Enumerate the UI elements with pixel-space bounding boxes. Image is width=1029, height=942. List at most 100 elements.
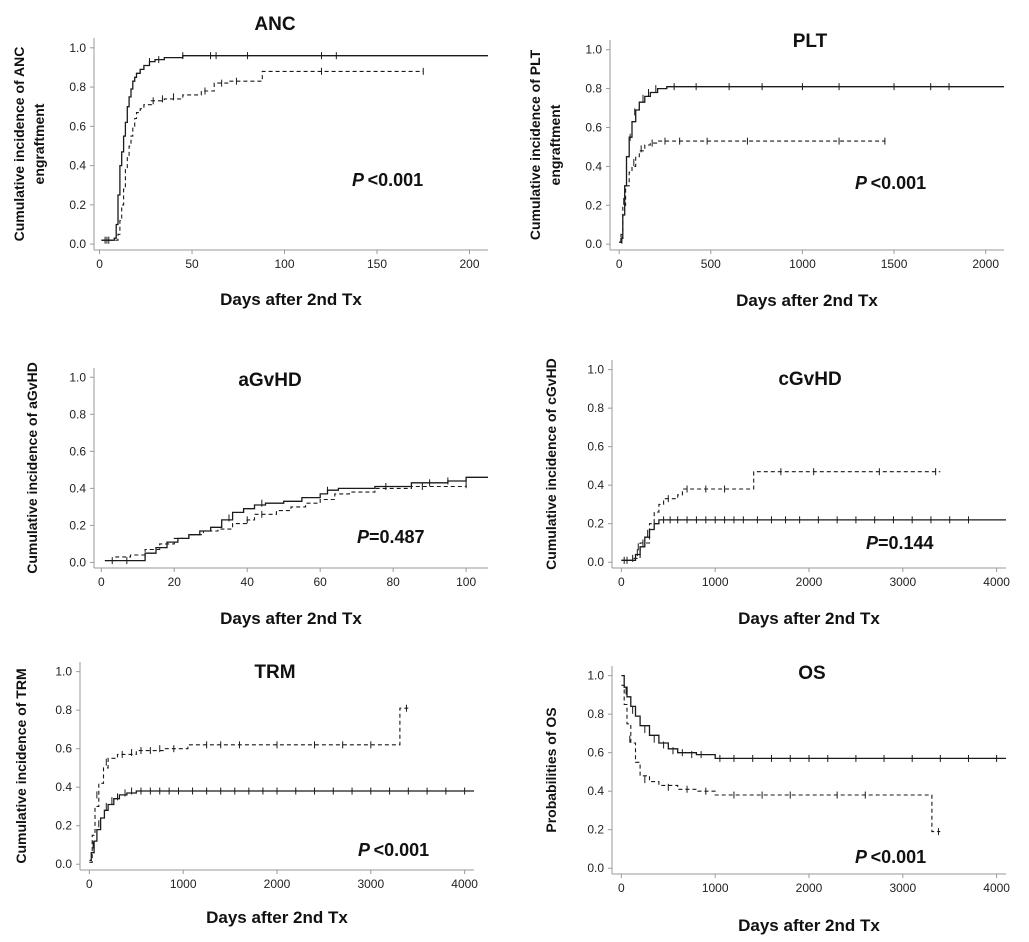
y-tick-label: 0.2	[587, 823, 604, 837]
y-tick-label: 1.0	[587, 669, 604, 683]
series-dashed-line	[89, 707, 409, 863]
p-value: P=0.144	[866, 533, 934, 553]
y-tick-label: 0.0	[587, 555, 604, 569]
chart-title: aGvHD	[238, 370, 301, 391]
y-tick-label: 0.0	[55, 857, 72, 871]
chart-title: OS	[798, 663, 825, 684]
panel-trm: 0 1000 2000 3000 4000 0.0 0.2 0.4 0.6 0.8 1.0 TRM Da…	[13, 662, 478, 927]
y-tick-label: 0.6	[587, 440, 604, 454]
x-tick-label: 3000	[357, 877, 384, 891]
x-tick-label: 0	[618, 575, 625, 589]
y-axis-label: engraftment	[547, 104, 563, 185]
p-value-symbol: P	[855, 847, 868, 867]
x-axis-label: Days after 2nd Tx	[206, 908, 348, 927]
y-tick-label: 0.8	[587, 401, 604, 415]
y-tick-label: 0.4	[69, 481, 86, 495]
x-tick-label: 0	[618, 881, 625, 895]
p-value: P <0.001	[855, 847, 926, 867]
y-axis-label: Cumulative incidence of TRM	[13, 668, 29, 863]
x-tick-label: 50	[185, 257, 199, 271]
y-tick-label: 0.4	[55, 780, 72, 794]
chart-title: PLT	[793, 31, 828, 52]
y-axis-label: Cumulative incidence of cGvHD	[543, 358, 559, 570]
panel-anc: 0 50 100 150 200 0.0 0.2 0.4 0.6 0.8 1.0 ANC Days af…	[11, 14, 488, 309]
series-solid-line	[89, 790, 474, 862]
p-value-symbol: P	[866, 533, 879, 553]
y-tick-label: 1.0	[69, 41, 86, 55]
x-tick-label: 1500	[881, 257, 908, 271]
x-tick-label: 4000	[983, 575, 1010, 589]
panel-cgvhd: 0 1000 2000 3000 4000 0.0 0.2 0.4 0.6 0.8 1.0 cGvHD…	[543, 358, 1010, 628]
y-tick-label: 0.0	[585, 237, 602, 251]
y-tick-label: 0.8	[69, 407, 86, 421]
y-tick-label: 0.2	[55, 819, 72, 833]
series-dashed-line	[621, 684, 941, 833]
p-value-text: <0.001	[364, 170, 423, 190]
y-tick-label: 1.0	[585, 43, 602, 57]
chart-title: TRM	[254, 662, 295, 683]
y-tick-label: 0.8	[585, 82, 602, 96]
y-axis-label: Cumulative incidence of aGvHD	[24, 362, 40, 574]
x-tick-label: 4000	[983, 881, 1010, 895]
series-solid-line	[619, 86, 1004, 243]
p-value: P=0.487	[357, 527, 425, 547]
y-tick-label: 1.0	[69, 370, 86, 384]
x-tick-label: 3000	[889, 881, 916, 895]
panel-os: 0 1000 2000 3000 4000 0.0 0.2 0.4 0.6 0.8 1.0 OS Day…	[543, 663, 1010, 935]
series-solid-line	[104, 476, 488, 562]
x-tick-label: 20	[168, 575, 182, 589]
x-tick-label: 40	[241, 575, 255, 589]
p-value-symbol: P	[358, 840, 371, 860]
y-tick-label: 0.0	[587, 861, 604, 875]
p-value-text: <0.001	[867, 173, 926, 193]
x-tick-label: 1000	[789, 257, 816, 271]
series-solid-line	[621, 519, 1006, 561]
x-tick-label: 100	[275, 257, 295, 271]
x-tick-label: 1000	[170, 877, 197, 891]
y-axis-label: engraftment	[31, 103, 47, 184]
y-tick-label: 0.2	[587, 517, 604, 531]
series-dashed-line	[101, 70, 424, 241]
y-tick-label: 0.8	[587, 707, 604, 721]
x-tick-label: 60	[314, 575, 328, 589]
x-tick-label: 0	[98, 575, 105, 589]
p-value-symbol: P	[352, 170, 365, 190]
y-tick-label: 0.4	[585, 159, 602, 173]
x-tick-label: 80	[386, 575, 400, 589]
x-tick-label: 2000	[264, 877, 291, 891]
y-tick-label: 0.2	[69, 198, 86, 212]
x-tick-label: 4000	[451, 877, 478, 891]
x-tick-label: 0	[86, 877, 93, 891]
x-tick-label: 1000	[702, 881, 729, 895]
series-solid-line	[101, 55, 488, 241]
x-tick-label: 150	[367, 257, 387, 271]
p-value: P <0.001	[855, 173, 926, 193]
y-tick-label: 0.0	[69, 237, 86, 251]
p-value-text: <0.001	[370, 840, 429, 860]
series-solid-line	[621, 674, 1006, 760]
p-value: P <0.001	[358, 840, 429, 860]
x-axis-label: Days after 2nd Tx	[738, 916, 880, 935]
y-axis-label: Probabilities of OS	[543, 707, 559, 832]
y-axis-label: Cumulative incidence of ANC	[11, 47, 27, 242]
x-tick-label: 100	[456, 575, 476, 589]
p-value-text: <0.001	[867, 847, 926, 867]
x-tick-label: 2000	[796, 575, 823, 589]
x-tick-label: 1000	[702, 575, 729, 589]
p-value-symbol: P	[357, 527, 370, 547]
p-value-symbol: P	[855, 173, 868, 193]
p-value-text: =0.487	[369, 527, 425, 547]
x-axis-label: Days after 2nd Tx	[738, 609, 880, 628]
y-tick-label: 0.4	[587, 478, 604, 492]
x-tick-label: 2000	[972, 257, 999, 271]
x-tick-label: 3000	[889, 575, 916, 589]
x-axis-label: Days after 2nd Tx	[220, 609, 362, 628]
y-tick-label: 1.0	[55, 665, 72, 679]
y-tick-label: 0.6	[585, 121, 602, 135]
x-tick-label: 0	[616, 257, 623, 271]
y-tick-label: 1.0	[587, 363, 604, 377]
y-tick-label: 0.6	[69, 444, 86, 458]
y-tick-label: 0.8	[69, 80, 86, 94]
y-tick-label: 0.6	[55, 742, 72, 756]
y-tick-label: 0.0	[69, 555, 86, 569]
